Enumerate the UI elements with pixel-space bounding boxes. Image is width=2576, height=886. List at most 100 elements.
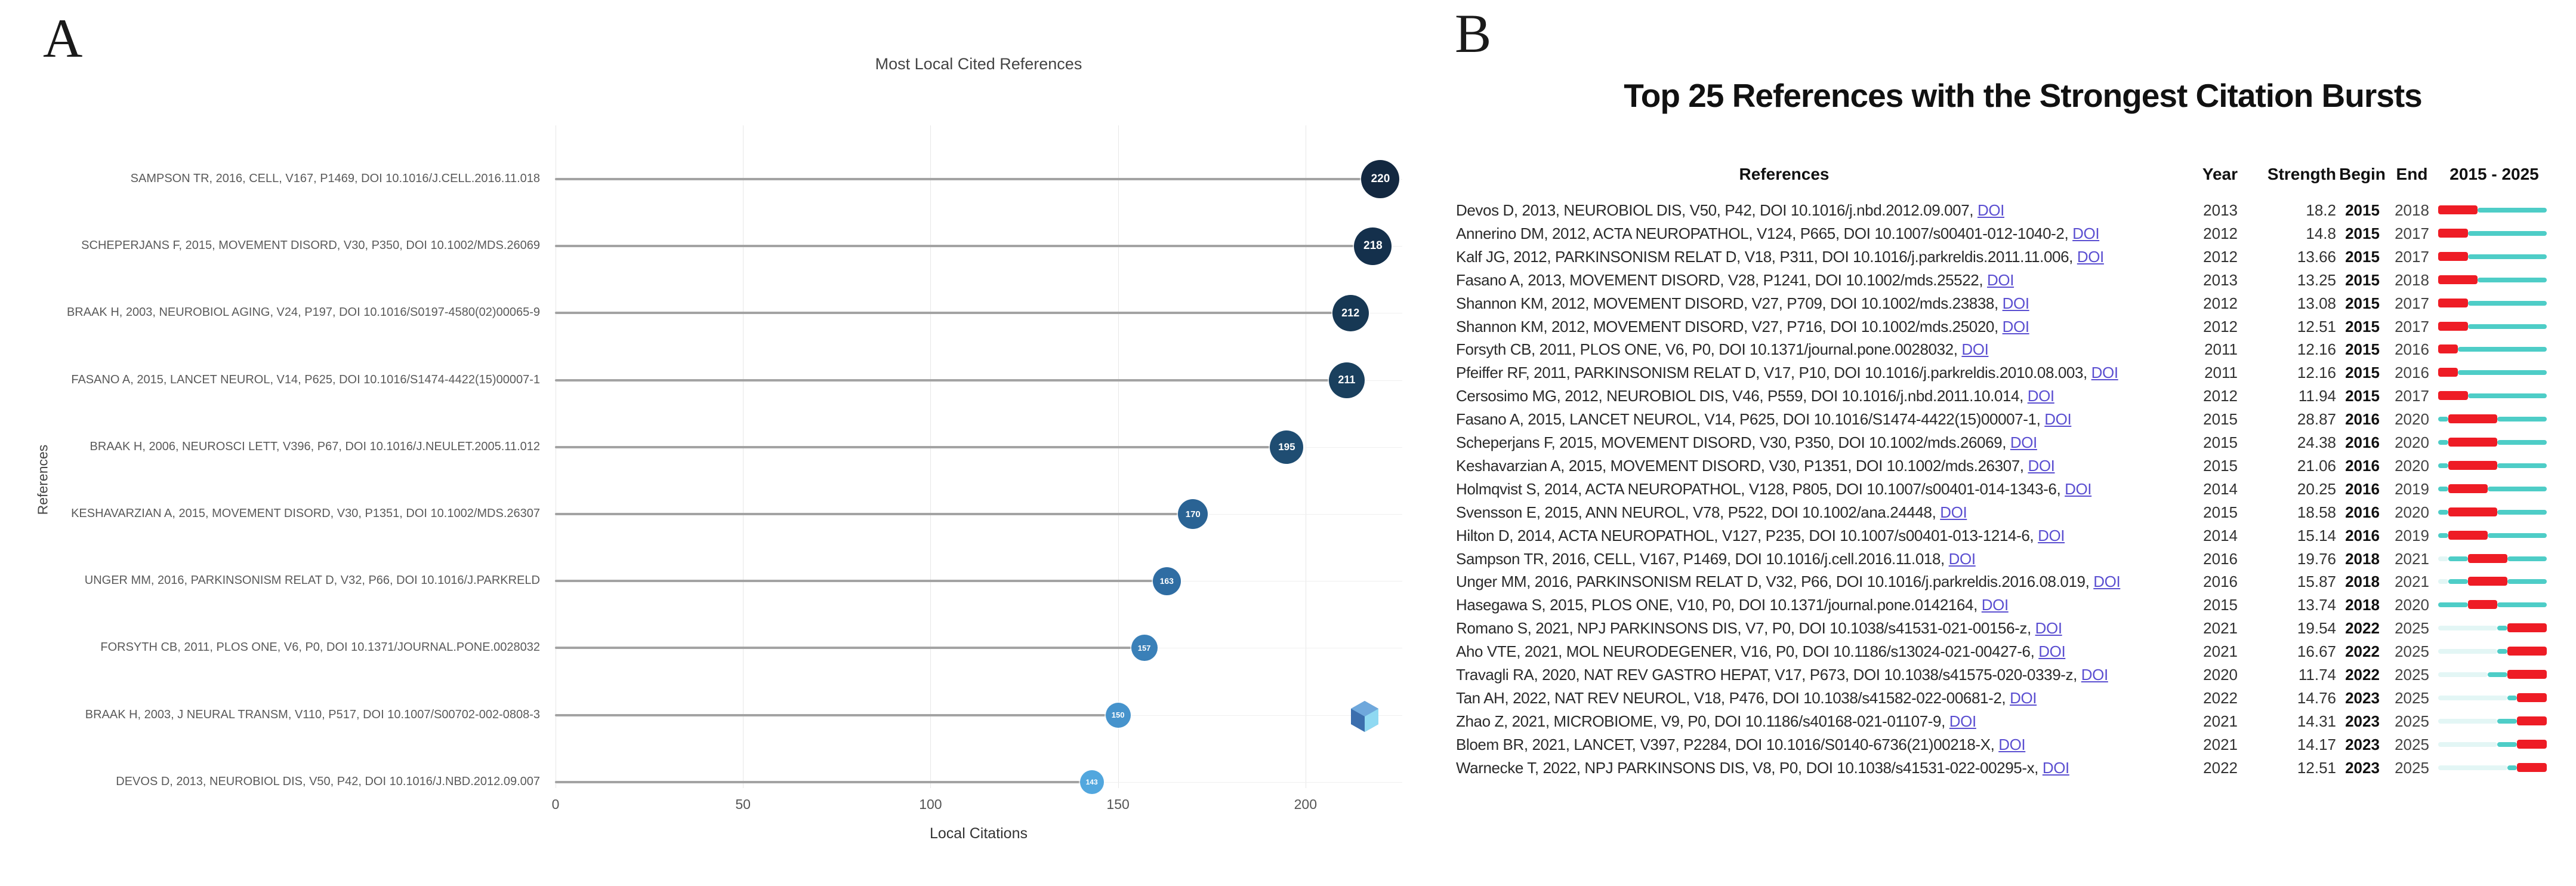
doi-link[interactable]: DOI: [2042, 758, 2069, 777]
doi-link[interactable]: DOI: [1977, 201, 2004, 219]
strength-cell: 19.76: [2297, 549, 2336, 568]
burst-table-body: Devos D, 2013, NEUROBIOL DIS, V50, P42, …: [1432, 0, 2576, 886]
year-cell: 2016: [2203, 573, 2238, 591]
reference-text: Devos D, 2013, NEUROBIOL DIS, V50, P42, …: [1456, 201, 2004, 219]
pre-publication-segment: [2438, 672, 2488, 677]
x-tick-label: 150: [1106, 796, 1130, 812]
pre-publication-segment: [2438, 765, 2507, 770]
doi-link[interactable]: DOI: [1949, 712, 1976, 730]
begin-cell: 2015: [2345, 294, 2380, 312]
burst-timeline: [2438, 670, 2547, 679]
reference-text: Scheperjans F, 2015, MOVEMENT DISORD, V3…: [1456, 433, 2037, 451]
table-row: Travagli RA, 2020, NAT REV GASTRO HEPAT,…: [1432, 663, 2576, 686]
table-row: Hasegawa S, 2015, PLOS ONE, V10, P0, DOI…: [1432, 593, 2576, 616]
end-cell: 2025: [2395, 735, 2429, 753]
active-segment: [2507, 579, 2547, 584]
burst-segment: [2467, 553, 2507, 563]
burst-timeline: [2438, 460, 2547, 470]
doi-link[interactable]: DOI: [2010, 688, 2037, 707]
active-segment: [2478, 208, 2547, 213]
burst-segment: [2438, 391, 2468, 401]
reference-text: Fasano A, 2013, MOVEMENT DISORD, V28, P1…: [1456, 270, 2014, 289]
citation-count-dot[interactable]: 195: [1270, 430, 1304, 464]
strength-cell: 14.31: [2297, 712, 2336, 730]
doi-link[interactable]: DOI: [2035, 619, 2062, 638]
burst-timeline: [2438, 438, 2547, 447]
doi-link[interactable]: DOI: [2002, 317, 2029, 336]
active-segment: [2497, 509, 2547, 515]
burst-segment: [2517, 739, 2547, 749]
doi-link[interactable]: DOI: [2028, 456, 2055, 475]
strength-cell: 16.67: [2297, 642, 2336, 661]
strength-cell: 15.14: [2297, 526, 2336, 544]
doi-link[interactable]: DOI: [1961, 340, 1989, 359]
burst-segment: [2448, 507, 2498, 516]
burst-segment: [2438, 344, 2458, 354]
citation-count-dot[interactable]: 150: [1105, 702, 1131, 728]
year-cell: 2021: [2203, 735, 2238, 753]
doi-link[interactable]: DOI: [2027, 387, 2054, 405]
citation-count-dot[interactable]: 157: [1131, 635, 1158, 662]
year-cell: 2012: [2203, 247, 2238, 266]
reference-text: Zhao Z, 2021, MICROBIOME, V9, P0, DOI 10…: [1456, 712, 1976, 730]
doi-link[interactable]: DOI: [2065, 479, 2092, 498]
year-cell: 2012: [2203, 317, 2238, 336]
reference-text: Annerino DM, 2012, ACTA NEUROPATHOL, V12…: [1456, 224, 2100, 242]
end-cell: 2017: [2395, 387, 2429, 405]
year-cell: 2022: [2203, 688, 2238, 707]
begin-cell: 2015: [2345, 270, 2380, 289]
reference-axis-label: FORSYTH CB, 2011, PLOS ONE, V6, P0, DOI …: [100, 641, 540, 654]
burst-timeline: [2438, 507, 2547, 517]
doi-link[interactable]: DOI: [2038, 642, 2066, 661]
lollipop-stem: [555, 580, 1167, 583]
doi-link[interactable]: DOI: [1987, 270, 2014, 289]
end-cell: 2018: [2395, 201, 2429, 219]
table-row: Forsyth CB, 2011, PLOS ONE, V6, P0, DOI …: [1432, 337, 2576, 361]
doi-link[interactable]: DOI: [1940, 503, 1967, 521]
end-cell: 2021: [2395, 573, 2429, 591]
doi-link[interactable]: DOI: [1998, 735, 2026, 753]
citation-count-dot[interactable]: 143: [1079, 770, 1104, 794]
reference-axis-label: KESHAVARZIAN A, 2015, MOVEMENT DISORD, V…: [71, 507, 540, 520]
citation-count-dot[interactable]: 212: [1332, 294, 1369, 331]
doi-link[interactable]: DOI: [2044, 410, 2072, 429]
table-row: Kalf JG, 2012, PARKINSONISM RELAT D, V18…: [1432, 245, 2576, 268]
burst-segment: [2438, 228, 2468, 238]
burst-timeline: [2438, 251, 2547, 262]
strength-cell: 13.25: [2297, 270, 2336, 289]
begin-cell: 2016: [2345, 456, 2380, 475]
active-segment: [2497, 742, 2518, 747]
year-cell: 2021: [2203, 712, 2238, 730]
doi-link[interactable]: DOI: [2093, 573, 2121, 591]
table-row: Shannon KM, 2012, MOVEMENT DISORD, V27, …: [1432, 315, 2576, 338]
end-cell: 2019: [2395, 479, 2429, 498]
citation-count-dot[interactable]: 163: [1152, 567, 1181, 595]
citation-count-dot[interactable]: 220: [1361, 160, 1400, 198]
lollipop-stem: [555, 647, 1144, 650]
burst-segment: [2448, 438, 2498, 447]
doi-link[interactable]: DOI: [2072, 224, 2100, 242]
active-segment: [2507, 765, 2518, 770]
doi-link[interactable]: DOI: [2010, 433, 2037, 451]
burst-segment: [2467, 577, 2507, 586]
doi-link[interactable]: DOI: [2002, 294, 2029, 312]
end-cell: 2017: [2395, 317, 2429, 336]
reference-text: Unger MM, 2016, PARKINSONISM RELAT D, V3…: [1456, 573, 2121, 591]
table-row: Svensson E, 2015, ANN NEUROL, V78, P522,…: [1432, 500, 2576, 524]
citation-count-dot[interactable]: 218: [1354, 227, 1392, 265]
doi-link[interactable]: DOI: [2091, 364, 2118, 382]
burst-segment: [2467, 600, 2498, 610]
active-segment: [2497, 626, 2507, 631]
doi-link[interactable]: DOI: [2077, 247, 2104, 266]
doi-link[interactable]: DOI: [2038, 526, 2065, 544]
begin-cell: 2022: [2345, 666, 2380, 684]
strength-cell: 24.38: [2297, 433, 2336, 451]
citation-count-dot[interactable]: 211: [1328, 362, 1365, 398]
begin-cell: 2015: [2345, 201, 2380, 219]
doi-link[interactable]: DOI: [1981, 596, 2009, 614]
doi-link[interactable]: DOI: [1948, 549, 1976, 568]
year-cell: 2012: [2203, 294, 2238, 312]
strength-cell: 11.94: [2298, 387, 2336, 405]
doi-link[interactable]: DOI: [2081, 666, 2108, 684]
citation-count-dot[interactable]: 170: [1178, 499, 1208, 529]
